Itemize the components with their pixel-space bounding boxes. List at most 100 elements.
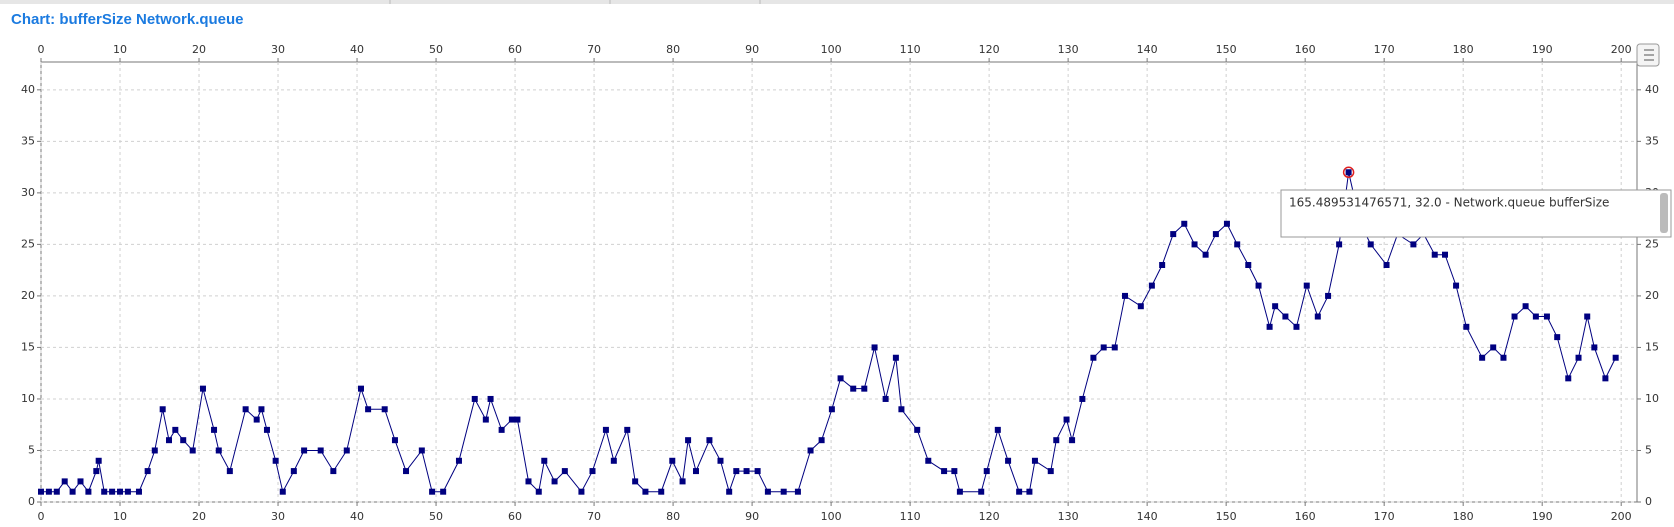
data-point bbox=[850, 385, 857, 392]
x-tick-label: 180 bbox=[1453, 510, 1474, 523]
x-tick-label-top: 120 bbox=[979, 43, 1000, 56]
data-point bbox=[381, 406, 388, 413]
legend-button[interactable] bbox=[1636, 43, 1660, 67]
data-point bbox=[692, 468, 699, 475]
x-tick-label-top: 200 bbox=[1611, 43, 1632, 56]
data-point bbox=[403, 468, 410, 475]
x-tick-label-top: 170 bbox=[1374, 43, 1395, 56]
data-point bbox=[1565, 375, 1572, 382]
data-point bbox=[159, 406, 166, 413]
data-point bbox=[263, 426, 270, 433]
data-point bbox=[941, 468, 948, 475]
x-tick-label: 50 bbox=[429, 510, 443, 523]
x-tick-label: 80 bbox=[666, 510, 680, 523]
data-point bbox=[983, 468, 990, 475]
data-point bbox=[898, 406, 905, 413]
y-tick-label-right: 20 bbox=[1645, 289, 1659, 302]
data-point bbox=[1500, 354, 1507, 361]
data-point bbox=[1005, 457, 1012, 464]
data-point bbox=[1223, 220, 1230, 227]
y-tick-label: 20 bbox=[21, 289, 35, 302]
data-point bbox=[754, 468, 761, 475]
data-point bbox=[1345, 169, 1352, 176]
data-point bbox=[1575, 354, 1582, 361]
data-point bbox=[807, 447, 814, 454]
y-tick-label-right: 40 bbox=[1645, 83, 1659, 96]
data-point bbox=[1137, 303, 1144, 310]
x-tick-label: 100 bbox=[821, 510, 842, 523]
data-point bbox=[1111, 344, 1118, 351]
plot-area bbox=[40, 61, 1638, 503]
data-point bbox=[165, 437, 172, 444]
x-tick-label-top: 10 bbox=[113, 43, 127, 56]
data-point bbox=[272, 457, 279, 464]
data-point bbox=[1026, 488, 1033, 495]
data-point bbox=[1191, 241, 1198, 248]
data-point bbox=[180, 437, 187, 444]
data-point bbox=[279, 488, 286, 495]
data-point bbox=[199, 385, 206, 392]
data-point bbox=[764, 488, 771, 495]
data-point bbox=[151, 447, 158, 454]
x-tick-label: 70 bbox=[587, 510, 601, 523]
data-point bbox=[624, 426, 631, 433]
data-point bbox=[1047, 468, 1054, 475]
data-point bbox=[1282, 313, 1289, 320]
data-point bbox=[525, 478, 532, 485]
data-point bbox=[391, 437, 398, 444]
x-tick-label-top: 140 bbox=[1137, 43, 1158, 56]
x-tick-label-top: 40 bbox=[350, 43, 364, 56]
data-point bbox=[861, 385, 868, 392]
x-tick-label-top: 160 bbox=[1295, 43, 1316, 56]
data-point bbox=[717, 457, 724, 464]
data-point bbox=[1453, 282, 1460, 289]
x-tick-label-top: 60 bbox=[508, 43, 522, 56]
data-point bbox=[978, 488, 985, 495]
data-point bbox=[418, 447, 425, 454]
data-point bbox=[317, 447, 324, 454]
y-tick-label: 0 bbox=[28, 495, 35, 508]
data-point bbox=[77, 478, 84, 485]
data-point bbox=[925, 457, 932, 464]
data-point bbox=[343, 447, 350, 454]
data-point bbox=[124, 488, 131, 495]
x-tick-label-top: 80 bbox=[666, 43, 680, 56]
data-point bbox=[1016, 488, 1023, 495]
data-point bbox=[685, 437, 692, 444]
data-point bbox=[669, 457, 676, 464]
data-point bbox=[882, 395, 889, 402]
x-tick-label-top: 110 bbox=[900, 43, 921, 56]
y-tick-label: 30 bbox=[21, 186, 35, 199]
x-tick-label-top: 100 bbox=[821, 43, 842, 56]
data-point bbox=[1031, 457, 1038, 464]
data-point bbox=[1234, 241, 1241, 248]
data-point bbox=[1554, 334, 1561, 341]
grid bbox=[40, 62, 1637, 503]
data-point bbox=[1181, 220, 1188, 227]
y-tick-label: 35 bbox=[21, 134, 35, 147]
data-point bbox=[994, 426, 1001, 433]
data-point bbox=[101, 488, 108, 495]
data-point bbox=[1148, 282, 1155, 289]
data-point bbox=[1063, 416, 1070, 423]
tooltip-scrollbar bbox=[1660, 193, 1668, 233]
data-point bbox=[301, 447, 308, 454]
x-tick-label: 60 bbox=[508, 510, 522, 523]
data-point bbox=[135, 488, 142, 495]
tooltip-box bbox=[1280, 189, 1672, 238]
data-point bbox=[535, 488, 542, 495]
data-point bbox=[455, 457, 462, 464]
data-point bbox=[93, 468, 100, 475]
data-point bbox=[1612, 354, 1619, 361]
data-point bbox=[818, 437, 825, 444]
data-point bbox=[871, 344, 878, 351]
x-tick-label: 0 bbox=[38, 510, 45, 523]
x-tick-label: 160 bbox=[1295, 510, 1316, 523]
data-point bbox=[1490, 344, 1497, 351]
data-point bbox=[1584, 313, 1591, 320]
data-point bbox=[1383, 261, 1390, 268]
data-point bbox=[1522, 303, 1529, 310]
data-point bbox=[1202, 251, 1209, 258]
